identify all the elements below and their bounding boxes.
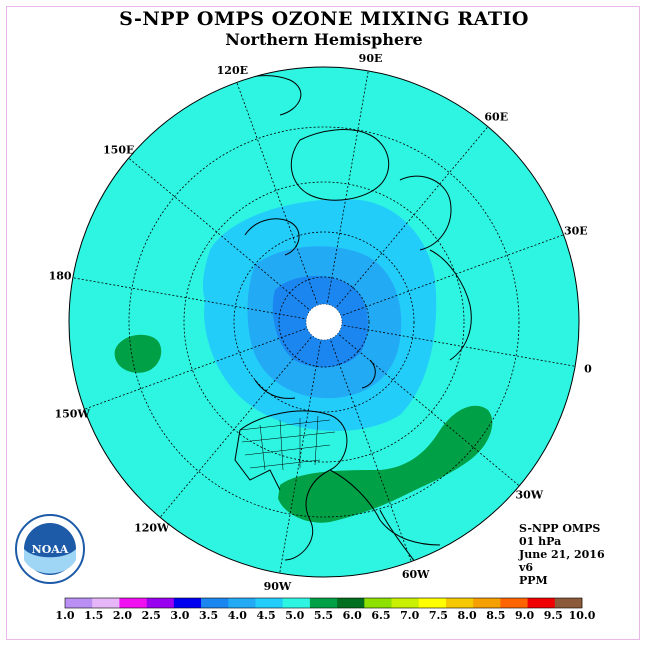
noaa-logo-text: NOAA: [32, 543, 69, 556]
colorbar: 1.0 1.5 2.0 2.5 3.0 3.5 4.0 4.5 5.0 5.5 6.0 6.5 7.0 7…: [55, 597, 596, 622]
colorbar-swatch: [65, 598, 93, 608]
colorbar-tick-label: 4.5: [256, 609, 275, 622]
colorbar-tick-label: 3.0: [170, 609, 189, 622]
page-title: S-NPP OMPS OZONE MIXING RATIO: [119, 8, 529, 30]
colorbar-swatch: [309, 598, 338, 608]
colorbar-tick-label: 10.0: [569, 609, 596, 622]
longitude-label: 60E: [484, 111, 508, 124]
meridian-line: [159, 337, 312, 518]
longitude-label: 150W: [54, 408, 90, 421]
meridian-line: [330, 340, 412, 562]
meridian-line: [84, 328, 306, 410]
colorbar-swatch: [146, 598, 175, 608]
colorbar-border: [64, 597, 583, 609]
contour-5-5-region-pacific: [114, 334, 162, 373]
longitude-label: 90E: [359, 52, 383, 65]
colorbar-swatch: [282, 598, 311, 608]
colorbar-swatch: [473, 598, 501, 608]
colorbar-swatch: [337, 598, 365, 608]
contour-5-5-region-atlantic: [278, 405, 493, 523]
colorbar-swatch: [418, 598, 447, 608]
longitude-label: 120E: [217, 64, 248, 77]
noaa-logo: NOAA: [15, 514, 85, 584]
colorbar-tick-label: 5.5: [314, 609, 333, 622]
colorbar-tick-label: 7.5: [429, 609, 448, 622]
meridian-line: [72, 277, 305, 319]
colorbar-swatch: [445, 598, 474, 608]
colorbar-swatch: [92, 598, 120, 608]
colorbar-swatch: [364, 598, 392, 608]
colorbar-tick-label: 2.0: [113, 609, 132, 622]
colorbar-tick-label: 6.5: [371, 609, 390, 622]
longitude-label: 30E: [564, 224, 588, 237]
colorbar-swatch: [554, 598, 583, 608]
colorbar-swatch: [201, 598, 229, 608]
colorbar-swatch: [173, 598, 202, 608]
meridian-line: [236, 82, 318, 304]
longitude-label: 120W: [134, 521, 170, 534]
info-date: June 21, 2016: [519, 548, 605, 561]
colorbar-tick-label: 1.0: [55, 609, 74, 622]
longitude-label: 180: [49, 269, 72, 282]
us-state-grid: [239, 415, 336, 471]
meridian-line: [336, 126, 489, 307]
info-block: S-NPP OMPS 01 hPa June 21, 2016 v6 PPM: [519, 522, 605, 587]
longitude-label: 150E: [103, 144, 134, 157]
colorbar-swatch: [228, 598, 256, 608]
colorbar-tick-label: 5.0: [285, 609, 304, 622]
colorbar-swatch: [500, 598, 528, 608]
info-units: PPM: [519, 574, 548, 587]
meridian-line: [128, 157, 309, 310]
page-subtitle: Northern Hemisphere: [225, 30, 423, 49]
meridian-line: [327, 70, 369, 303]
colorbar-tick-label: 1.5: [84, 609, 103, 622]
colorbar-tick-label: 3.5: [199, 609, 218, 622]
longitude-label: 90W: [264, 580, 292, 593]
info-version: v6: [519, 561, 534, 574]
colorbar-tick-label: 9.5: [544, 609, 563, 622]
colorbar-tick-label: 9.0: [515, 609, 534, 622]
longitude-label: 0: [584, 363, 592, 376]
meridian-line: [339, 334, 520, 487]
colorbar-tick-label: 4.0: [228, 609, 247, 622]
longitude-labels: 90E 60E 30E 0 30W 60W 90W 120W 150W 180 150E 120E: [49, 52, 593, 593]
info-level: 01 hPa: [519, 535, 562, 548]
colorbar-tick-label: 8.0: [458, 609, 477, 622]
figure-frame: [6, 6, 640, 640]
colorbar-tick-label: 7.0: [400, 609, 419, 622]
longitude-label: 60W: [402, 568, 430, 581]
meridian-line: [343, 325, 576, 367]
colorbar-tick-label: 6.0: [343, 609, 362, 622]
longitude-label: 30W: [515, 488, 543, 501]
colorbar-swatch: [391, 598, 420, 608]
colorbar-tick-label: 8.5: [486, 609, 505, 622]
colorbar-swatch: [255, 598, 283, 608]
colorbar-tick-label: 2.5: [142, 609, 161, 622]
info-product: S-NPP OMPS: [519, 522, 601, 535]
colorbar-swatch: [119, 598, 147, 608]
colorbar-swatch: [527, 598, 556, 608]
polar-gap: [305, 303, 343, 341]
meridian-line: [342, 234, 564, 316]
latitude-circles: [128, 126, 520, 518]
